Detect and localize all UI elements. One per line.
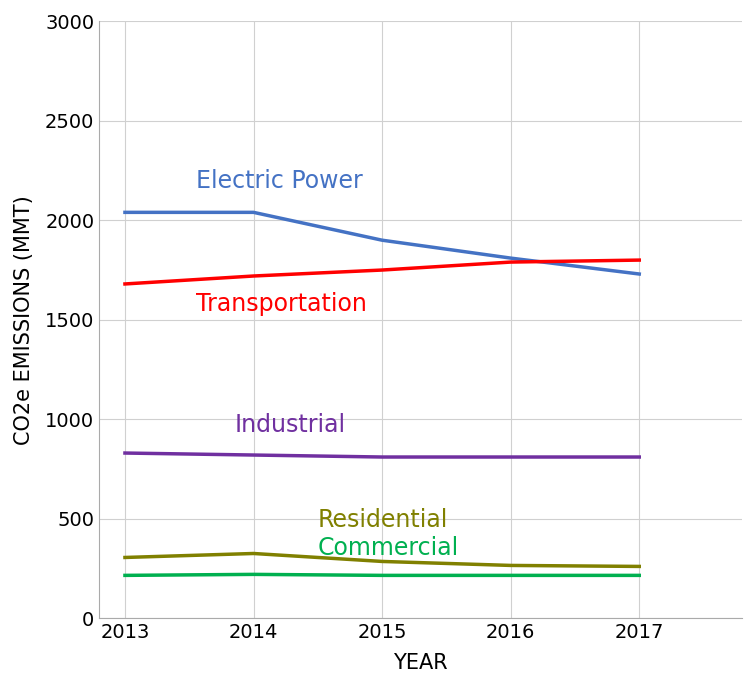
Text: Electric Power: Electric Power [196,168,362,192]
X-axis label: YEAR: YEAR [393,653,448,673]
Text: Transportation: Transportation [196,292,367,316]
Text: Industrial: Industrial [234,413,345,437]
Text: Commercial: Commercial [318,536,459,559]
Text: Residential: Residential [318,508,448,532]
Y-axis label: CO2e EMISSIONS (MMT): CO2e EMISSIONS (MMT) [14,195,34,444]
